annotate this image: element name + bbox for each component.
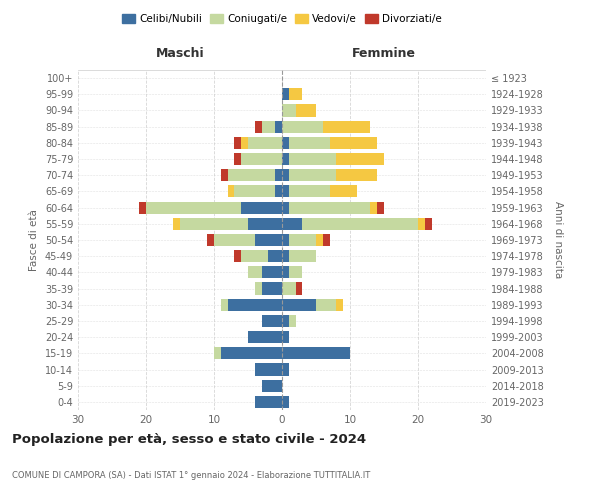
Bar bbox=[282, 331, 289, 343]
Bar bbox=[323, 234, 329, 246]
Bar bbox=[418, 218, 425, 230]
Bar bbox=[282, 137, 289, 149]
Bar bbox=[282, 266, 289, 278]
Bar bbox=[255, 234, 282, 246]
Bar bbox=[241, 153, 282, 165]
Bar bbox=[282, 218, 302, 230]
Bar bbox=[275, 120, 282, 132]
Bar bbox=[289, 186, 329, 198]
Bar bbox=[268, 250, 282, 262]
Bar bbox=[282, 298, 316, 311]
Bar bbox=[275, 169, 282, 181]
Bar bbox=[282, 202, 289, 213]
Bar bbox=[275, 186, 282, 198]
Bar bbox=[227, 169, 275, 181]
Bar bbox=[425, 218, 431, 230]
Bar bbox=[329, 186, 357, 198]
Text: Maschi: Maschi bbox=[155, 48, 205, 60]
Text: COMUNE DI CAMPORA (SA) - Dati ISTAT 1° gennaio 2024 - Elaborazione TUTTITALIA.IT: COMUNE DI CAMPORA (SA) - Dati ISTAT 1° g… bbox=[12, 470, 370, 480]
Bar bbox=[221, 298, 227, 311]
Bar bbox=[323, 120, 370, 132]
Bar bbox=[180, 218, 248, 230]
Legend: Celibi/Nubili, Coniugati/e, Vedovi/e, Divorziati/e: Celibi/Nubili, Coniugati/e, Vedovi/e, Di… bbox=[118, 10, 446, 29]
Bar bbox=[207, 234, 214, 246]
Bar bbox=[296, 282, 302, 294]
Bar bbox=[255, 396, 282, 408]
Bar bbox=[282, 364, 289, 376]
Bar bbox=[282, 104, 296, 117]
Bar bbox=[227, 298, 282, 311]
Bar bbox=[173, 218, 180, 230]
Bar bbox=[282, 396, 289, 408]
Bar bbox=[235, 137, 241, 149]
Bar bbox=[377, 202, 384, 213]
Bar bbox=[255, 364, 282, 376]
Bar bbox=[316, 298, 337, 311]
Bar bbox=[235, 153, 241, 165]
Bar bbox=[282, 186, 289, 198]
Bar bbox=[289, 169, 337, 181]
Bar bbox=[337, 153, 384, 165]
Bar bbox=[282, 250, 289, 262]
Bar bbox=[289, 234, 316, 246]
Bar bbox=[262, 282, 282, 294]
Text: Popolazione per età, sesso e stato civile - 2024: Popolazione per età, sesso e stato civil… bbox=[12, 432, 366, 446]
Bar bbox=[227, 186, 235, 198]
Bar bbox=[282, 315, 289, 327]
Bar bbox=[241, 137, 248, 149]
Bar bbox=[289, 250, 316, 262]
Bar bbox=[248, 218, 282, 230]
Bar bbox=[235, 250, 241, 262]
Bar bbox=[316, 234, 323, 246]
Bar bbox=[262, 266, 282, 278]
Bar bbox=[235, 186, 275, 198]
Bar bbox=[221, 169, 227, 181]
Bar bbox=[337, 298, 343, 311]
Bar bbox=[282, 153, 289, 165]
Bar bbox=[289, 88, 302, 101]
Bar bbox=[282, 348, 350, 360]
Bar bbox=[282, 282, 296, 294]
Bar bbox=[282, 88, 289, 101]
Bar bbox=[282, 169, 289, 181]
Bar bbox=[255, 282, 262, 294]
Bar bbox=[248, 331, 282, 343]
Bar bbox=[289, 266, 302, 278]
Bar bbox=[214, 234, 255, 246]
Bar bbox=[262, 380, 282, 392]
Bar bbox=[262, 120, 275, 132]
Bar bbox=[221, 348, 282, 360]
Bar bbox=[262, 315, 282, 327]
Text: Femmine: Femmine bbox=[352, 48, 416, 60]
Bar bbox=[289, 315, 296, 327]
Y-axis label: Anni di nascita: Anni di nascita bbox=[553, 202, 563, 278]
Bar bbox=[296, 104, 316, 117]
Bar bbox=[248, 137, 282, 149]
Bar bbox=[302, 218, 418, 230]
Bar bbox=[146, 202, 241, 213]
Bar bbox=[214, 348, 221, 360]
Bar bbox=[248, 266, 262, 278]
Bar bbox=[282, 120, 323, 132]
Bar bbox=[282, 234, 289, 246]
Bar bbox=[255, 120, 262, 132]
Y-axis label: Fasce di età: Fasce di età bbox=[29, 209, 39, 271]
Bar bbox=[241, 250, 268, 262]
Bar bbox=[289, 153, 337, 165]
Bar bbox=[241, 202, 282, 213]
Bar bbox=[329, 137, 377, 149]
Bar bbox=[337, 169, 377, 181]
Bar bbox=[289, 202, 370, 213]
Bar bbox=[289, 137, 329, 149]
Bar bbox=[370, 202, 377, 213]
Bar bbox=[139, 202, 146, 213]
